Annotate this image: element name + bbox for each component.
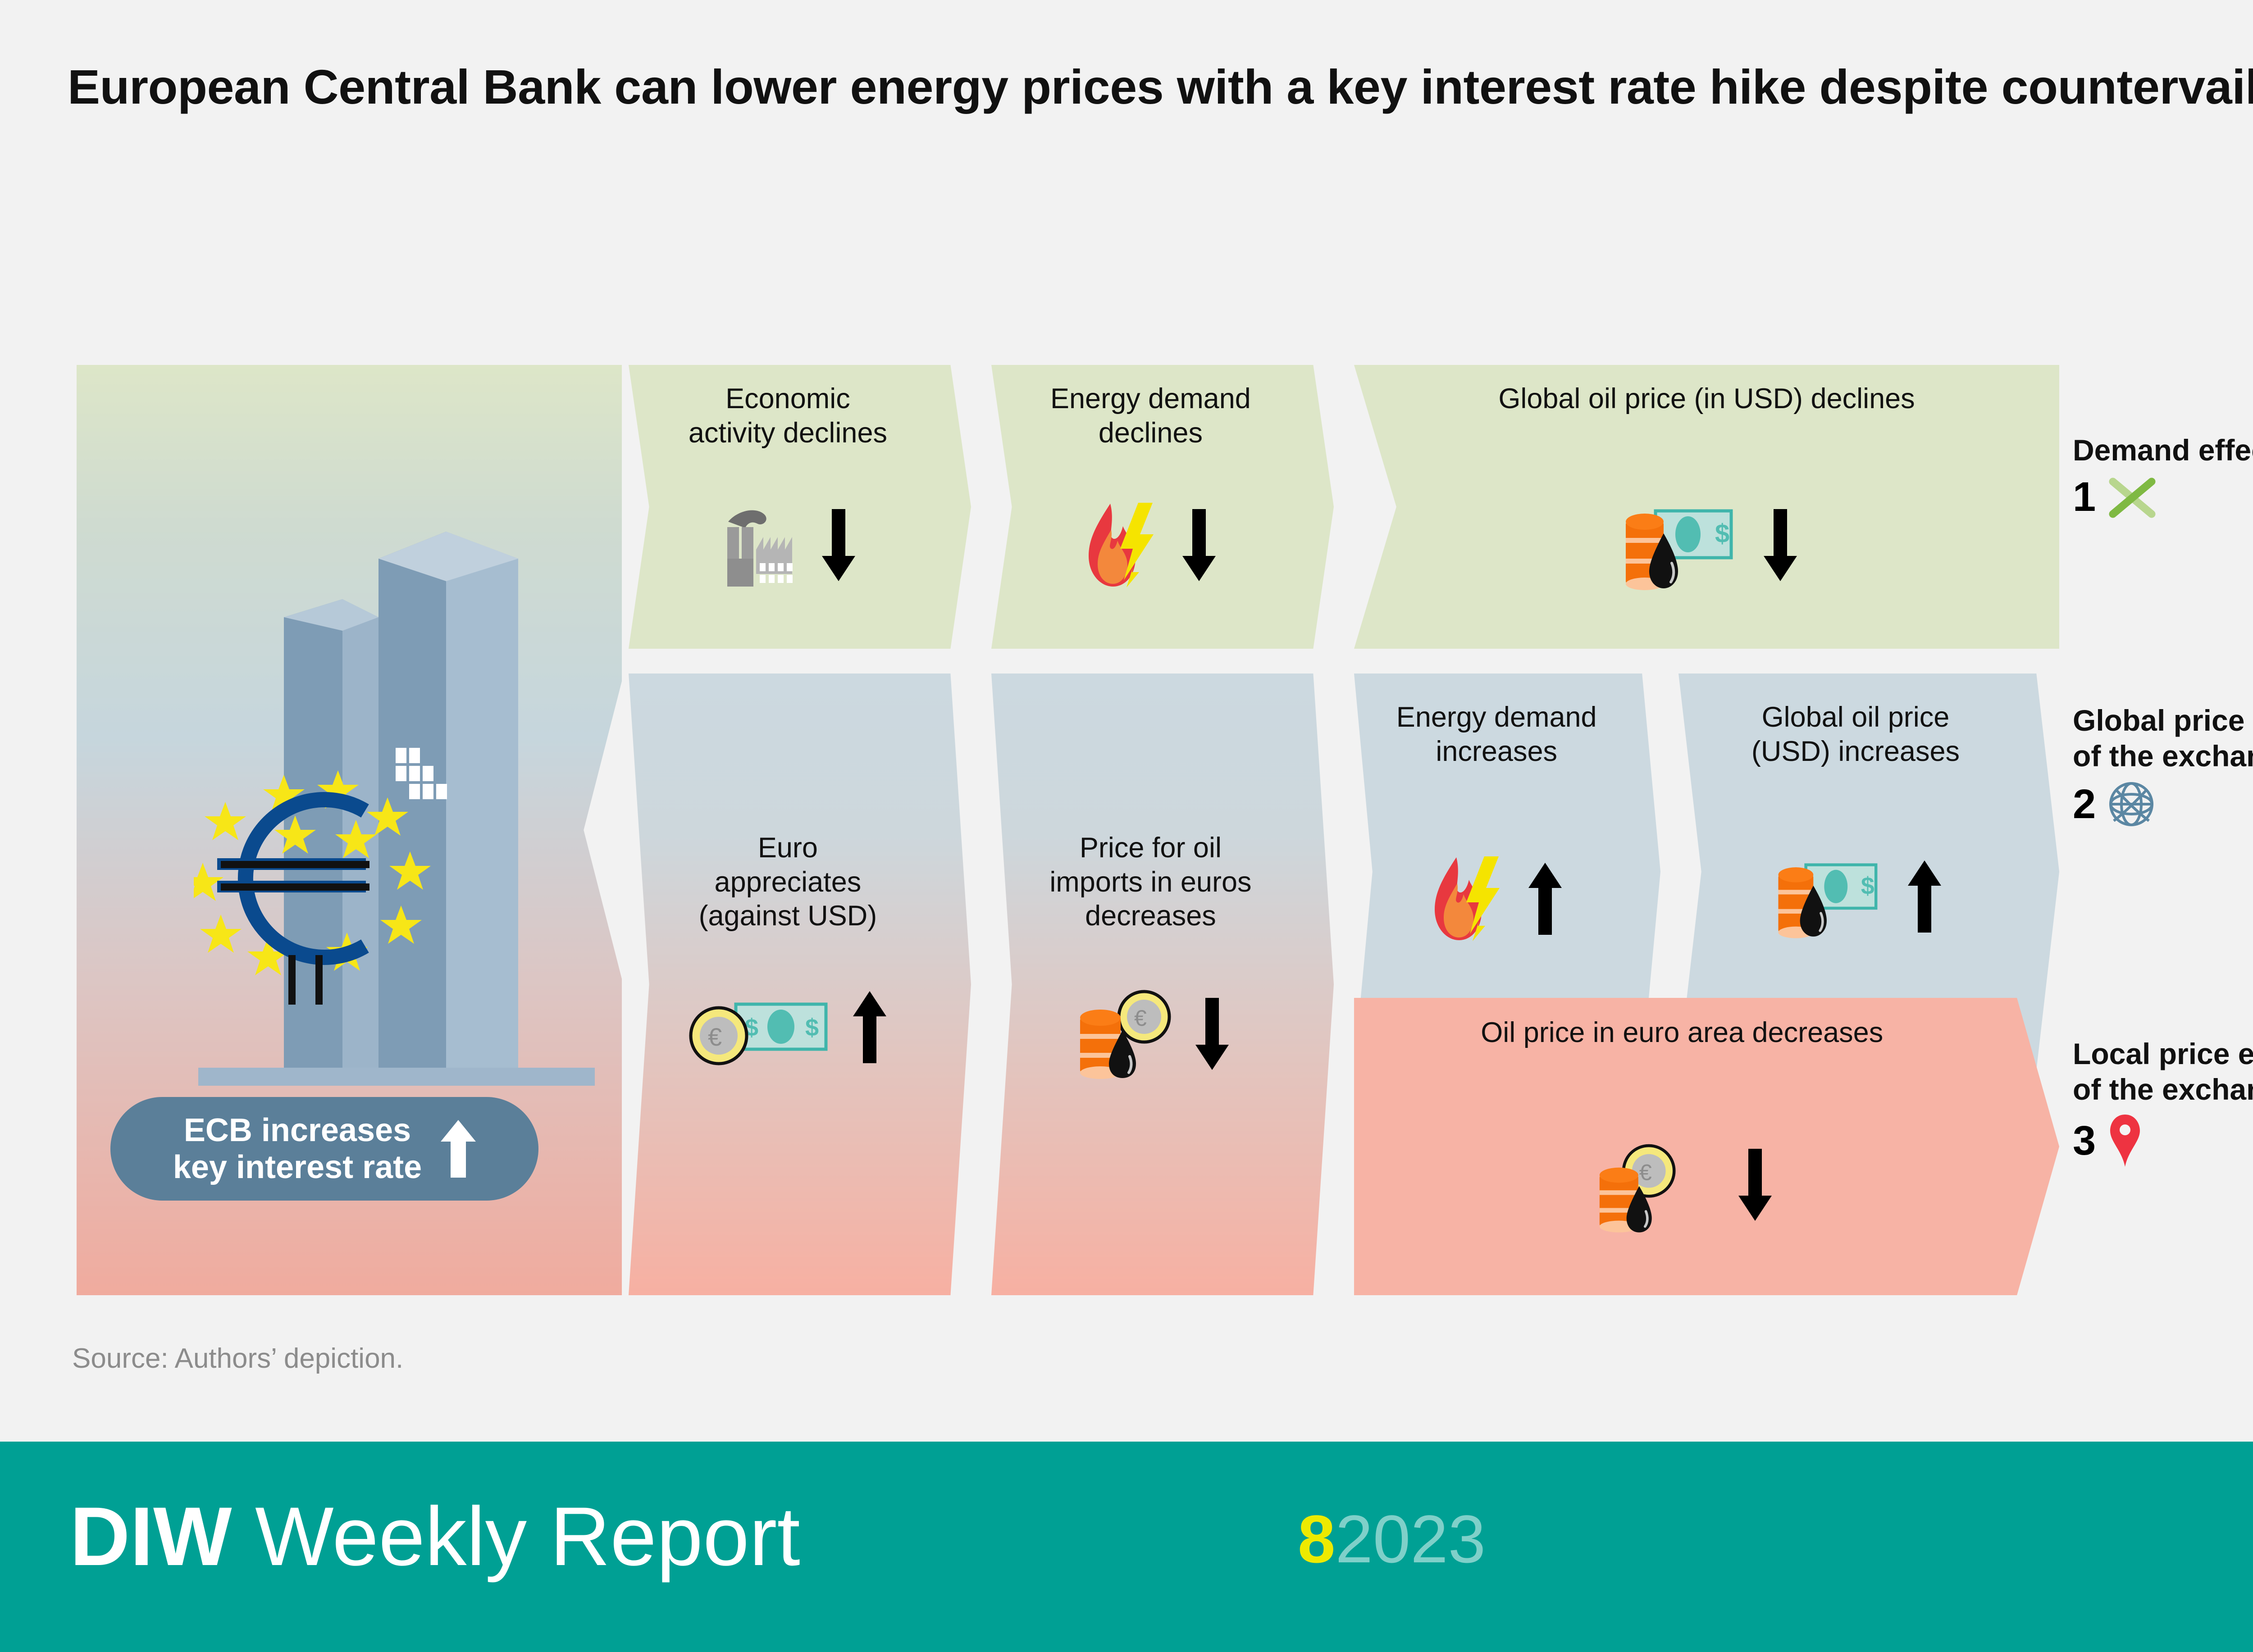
ecb-pill-label: ECB increases key interest rate [173, 1112, 422, 1185]
effect-number: 3 [2073, 1118, 2096, 1164]
svg-text:$: $ [1715, 519, 1729, 548]
arrow-up-icon [1907, 860, 1941, 933]
globe-icon [2109, 782, 2154, 827]
footer-title: DIW Weekly Report [70, 1490, 800, 1583]
flow-step-oil-price-euro-area-decreases: Oil price in euro area decreases € [1354, 998, 2059, 1295]
svg-text:€: € [708, 1023, 722, 1051]
flow-step-label: Euro appreciates (against USD) [698, 832, 877, 932]
flow-step-label: Energy demand increases [1396, 701, 1597, 767]
flow-step-label: Price for oil imports in euros decreases [1049, 832, 1252, 932]
effect-1: Demand effect 1 [2073, 432, 2253, 519]
arrow-down-icon [822, 509, 856, 581]
green-cross-icon [2109, 478, 2156, 518]
svg-text:$: $ [805, 1014, 819, 1041]
map-pin-icon [2110, 1115, 2140, 1167]
flow-step-economic-activity: Economic activity declines [629, 365, 971, 649]
effect-2: Global price effect of the exchange rate… [2073, 703, 2253, 828]
effect-number: 2 [2073, 781, 2096, 828]
oil-barrel-banknote-icon: $ [1778, 863, 1878, 938]
svg-text:€: € [1639, 1160, 1652, 1185]
flow-step-energy-demand-declines: Energy demand declines [991, 365, 1334, 649]
footer-bar: DIW Weekly Report 82023 DIW BERLIN [0, 1442, 2253, 1652]
flow-step-oil-import-price-decreases: Price for oil imports in euros decreases… [991, 674, 1334, 1295]
euro-coin-dollar-note-icon: $ $ € [689, 1002, 828, 1065]
oil-barrel-banknote-icon: $ [1625, 509, 1733, 590]
arrow-down-icon [1738, 1149, 1772, 1221]
flame-bolt-icon [1435, 856, 1500, 941]
arrow-up-icon [1528, 863, 1562, 935]
flame-bolt-icon [1089, 503, 1154, 587]
flow-step-label: Economic activity declines [688, 383, 887, 449]
effect-heading: Local price effect of the exchange rate [2073, 1037, 2253, 1106]
flow-step-label: Global oil price (in USD) declines [1498, 383, 1915, 414]
arrow-down-icon [1763, 509, 1797, 581]
issue-label: 82023 [1298, 1501, 1486, 1577]
arrow-down-icon [1195, 998, 1229, 1070]
effect-3: Local price effect of the exchange rate … [2073, 1036, 2253, 1168]
flow-step-label: Oil price in euro area decreases [1481, 1017, 1884, 1048]
oil-barrel-euro-coin-icon: € [1080, 990, 1171, 1079]
source-note: Source: Authors’ depiction. [72, 1343, 404, 1374]
flow-step-label: Energy demand declines [1050, 383, 1251, 449]
arrow-up-icon [853, 991, 887, 1063]
ecb-building-icon [194, 532, 595, 1086]
flow-step-global-oil-price-declines: Global oil price (in USD) declines $ [1354, 365, 2059, 649]
page-title: European Central Bank can lower energy p… [68, 59, 2253, 114]
svg-text:€: € [1134, 1006, 1147, 1031]
effect-heading: Global price effect of the exchange rate [2073, 704, 2253, 773]
effect-number: 1 [2073, 474, 2096, 520]
effect-heading: Demand effect [2073, 433, 2253, 467]
arrow-up-icon [441, 1120, 476, 1178]
factory-icon [727, 510, 793, 587]
ecb-rate-pill: ECB increases key interest rate [110, 1097, 538, 1201]
flow-step-label: Global oil price (USD) increases [1751, 701, 1960, 767]
svg-text:$: $ [1861, 872, 1874, 899]
oil-barrel-euro-coin-icon: € [1600, 1144, 1676, 1233]
arrow-down-icon [1182, 509, 1216, 581]
flow-step-euro-appreciates: Euro appreciates (against USD) $ $ € [629, 674, 971, 1295]
